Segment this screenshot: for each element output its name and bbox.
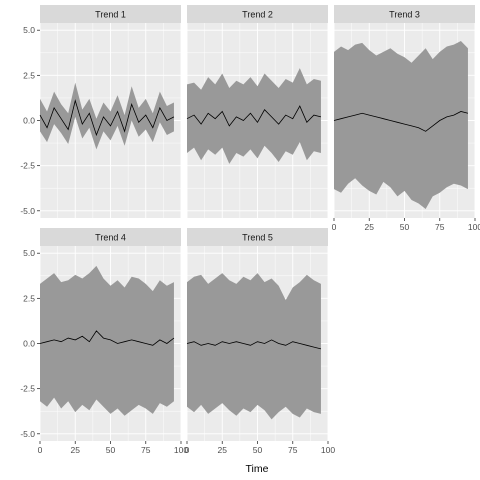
uncertainty-ribbon [187, 273, 321, 419]
facet-strip-label: Trend 2 [242, 10, 273, 20]
x-tick-label: 25 [365, 222, 375, 232]
facet-panel: Trend 5 0 25 50 75 100 [185, 228, 336, 455]
facet-panels: Trend 1 -5.0 -2.5 0.0 2.5 5.0 Trend 2 Trend 3 0 2… [20, 5, 480, 455]
x-tick-label: 50 [106, 445, 116, 455]
y-tick-label: -5.0 [20, 206, 35, 216]
y-tick-label: -2.5 [20, 161, 35, 171]
facet-strip-label: Trend 4 [95, 233, 126, 243]
facet-strip-label: Trend 5 [242, 233, 273, 243]
x-tick-label: 0 [38, 445, 43, 455]
x-tick-label: 75 [288, 445, 298, 455]
y-tick-label: 0.0 [23, 116, 35, 126]
x-tick-label: 75 [435, 222, 445, 232]
x-axis-title: Time [246, 463, 269, 475]
x-tick-label: 50 [400, 222, 410, 232]
x-tick-label: 0 [332, 222, 337, 232]
facet-panel: Trend 2 [187, 5, 328, 218]
y-tick-label: 2.5 [23, 70, 35, 80]
y-tick-label: -2.5 [20, 384, 35, 394]
facet-panel: Trend 1 -5.0 -2.5 0.0 2.5 5.0 [20, 5, 181, 218]
x-tick-label: 25 [218, 445, 228, 455]
x-tick-label: 25 [71, 445, 81, 455]
x-tick-label: 100 [321, 445, 335, 455]
facet-strip-label: Trend 3 [389, 10, 420, 20]
y-tick-label: 0.0 [23, 339, 35, 349]
x-tick-label: 100 [468, 222, 480, 232]
y-tick-label: 5.0 [23, 248, 35, 258]
x-tick-label: 50 [253, 445, 263, 455]
facet-panel: Trend 3 0 25 50 75 100 [332, 5, 480, 232]
y-tick-label: 2.5 [23, 293, 35, 303]
y-tick-label: -5.0 [20, 429, 35, 439]
x-tick-label: 0 [185, 445, 190, 455]
y-tick-label: 5.0 [23, 25, 35, 35]
facet-panel: Trend 4-5.0-2.50.02.55.00 25 50 75 100 [20, 228, 188, 455]
x-tick-label: 75 [141, 445, 151, 455]
facet-strip-label: Trend 1 [95, 10, 126, 20]
